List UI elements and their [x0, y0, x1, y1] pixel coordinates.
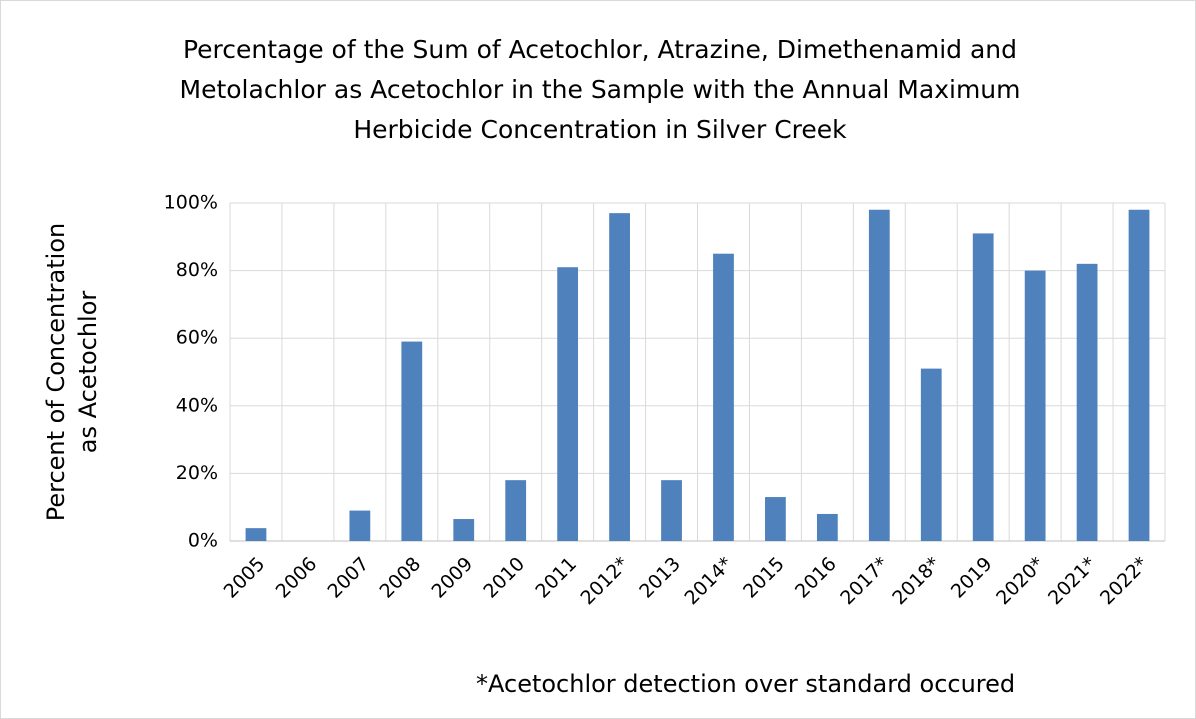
- bar: [505, 480, 527, 541]
- x-tick-label: 2009: [427, 553, 477, 603]
- x-tick-label: 2010: [479, 553, 529, 603]
- x-tick-label: 2021*: [1044, 553, 1100, 609]
- bar: [1024, 270, 1046, 541]
- x-tick-label: 2018*: [888, 553, 944, 609]
- x-tick-label: 2014*: [680, 553, 736, 609]
- x-tick-label: 2012*: [577, 553, 633, 609]
- x-tick-label: 2006: [272, 553, 322, 603]
- x-tick-label: 2007: [324, 553, 374, 603]
- y-tick-label: 80%: [176, 259, 218, 281]
- bar: [1128, 209, 1150, 541]
- x-tick-label: 2020*: [992, 553, 1048, 609]
- y-tick-label: 100%: [164, 192, 218, 214]
- bar: [765, 497, 786, 541]
- bar: [349, 510, 371, 541]
- x-tick-label: 2005: [220, 553, 270, 603]
- x-tick-label: 2013: [635, 553, 685, 603]
- bar: [401, 341, 423, 541]
- bar: [245, 528, 267, 541]
- y-tick-label: 60%: [176, 327, 218, 349]
- x-tick-label: 2019: [947, 553, 997, 603]
- x-tick-label: 2008: [375, 553, 425, 603]
- bar: [609, 213, 630, 541]
- x-tick-label: 2015: [739, 553, 789, 603]
- x-tick-label: 2017*: [836, 553, 892, 609]
- x-tick-label: 2016: [791, 553, 841, 603]
- bar: [453, 519, 475, 541]
- y-tick-label: 40%: [176, 394, 218, 416]
- bar: [713, 253, 734, 541]
- y-tick-label: 20%: [176, 462, 218, 484]
- x-tick-label: 2011: [531, 553, 581, 603]
- bar: [816, 513, 838, 541]
- bar: [972, 233, 994, 542]
- bar: [557, 267, 579, 541]
- y-tick-label: 0%: [188, 530, 218, 552]
- chart-title: Percentage of the Sum of Acetochlor, Atr…: [179, 35, 1021, 144]
- bar: [661, 480, 682, 541]
- x-tick-label: 2022*: [1096, 553, 1152, 609]
- bar: [1076, 263, 1098, 541]
- bar: [920, 368, 942, 541]
- footnote: *Acetochlor detection over standard occu…: [476, 670, 1016, 698]
- bar: [868, 209, 890, 541]
